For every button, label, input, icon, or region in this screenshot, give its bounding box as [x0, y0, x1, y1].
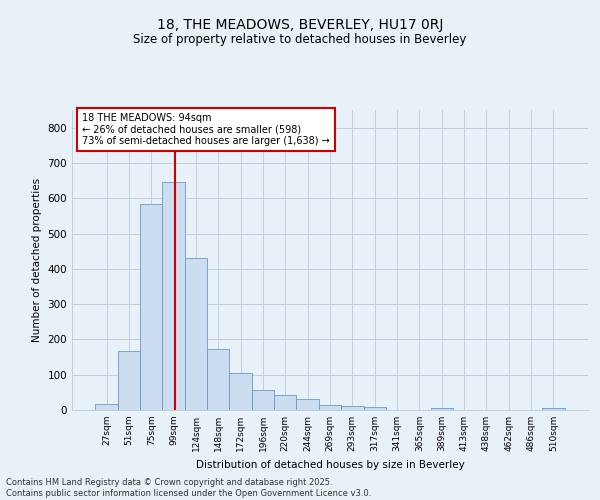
- Bar: [118, 350, 140, 410]
- Bar: [542, 408, 565, 410]
- Bar: [252, 390, 274, 410]
- Y-axis label: Number of detached properties: Number of detached properties: [32, 178, 42, 342]
- Bar: [319, 404, 341, 410]
- Bar: [163, 182, 185, 410]
- Bar: [229, 373, 252, 410]
- Bar: [207, 348, 229, 410]
- X-axis label: Distribution of detached houses by size in Beverley: Distribution of detached houses by size …: [196, 460, 464, 469]
- Text: Contains HM Land Registry data © Crown copyright and database right 2025.
Contai: Contains HM Land Registry data © Crown c…: [6, 478, 371, 498]
- Text: Size of property relative to detached houses in Beverley: Size of property relative to detached ho…: [133, 32, 467, 46]
- Bar: [364, 407, 386, 410]
- Bar: [296, 398, 319, 410]
- Bar: [431, 408, 453, 410]
- Bar: [185, 258, 207, 410]
- Bar: [95, 404, 118, 410]
- Text: 18 THE MEADOWS: 94sqm
← 26% of detached houses are smaller (598)
73% of semi-det: 18 THE MEADOWS: 94sqm ← 26% of detached …: [82, 113, 330, 146]
- Text: 18, THE MEADOWS, BEVERLEY, HU17 0RJ: 18, THE MEADOWS, BEVERLEY, HU17 0RJ: [157, 18, 443, 32]
- Bar: [140, 204, 163, 410]
- Bar: [341, 406, 364, 410]
- Bar: [274, 395, 296, 410]
